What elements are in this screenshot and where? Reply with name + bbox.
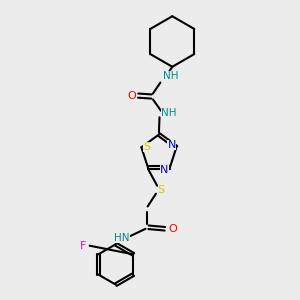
Text: O: O — [127, 91, 136, 100]
Text: S: S — [143, 142, 150, 152]
Text: NH: NH — [163, 71, 178, 81]
Text: NH: NH — [161, 108, 176, 118]
Text: N: N — [167, 140, 176, 151]
Text: O: O — [168, 224, 177, 234]
Text: F: F — [80, 241, 86, 251]
Text: HN: HN — [114, 233, 130, 243]
Text: S: S — [158, 185, 165, 195]
Text: N: N — [160, 165, 169, 175]
